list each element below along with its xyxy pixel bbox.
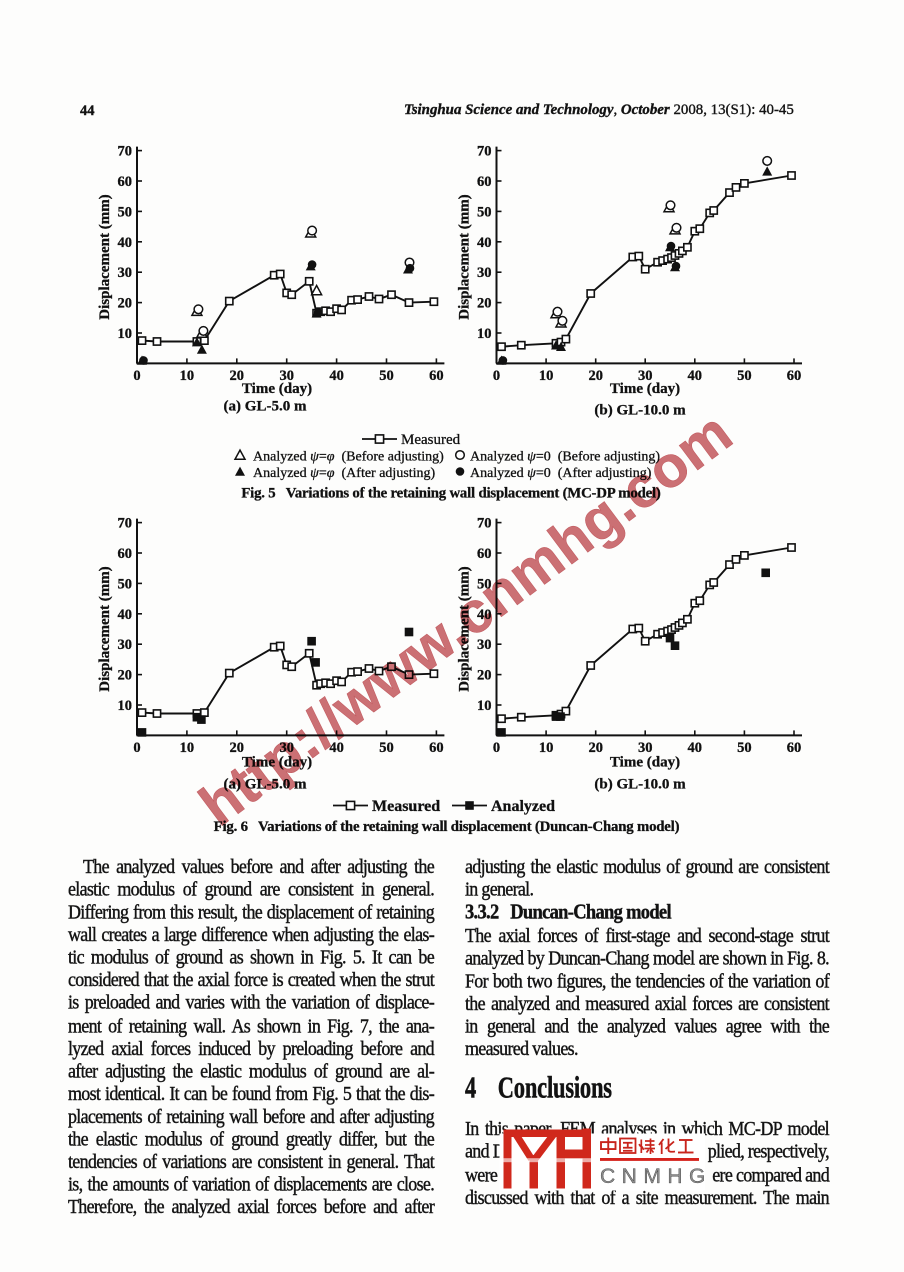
svg-text:Analyzed: Analyzed	[491, 798, 555, 815]
svg-text:Displacement (mm): Displacement (mm)	[97, 566, 113, 691]
svg-text:40: 40	[118, 235, 133, 251]
svg-text:Time (day): Time (day)	[610, 381, 680, 397]
svg-text:50: 50	[477, 204, 492, 220]
svg-text:50: 50	[477, 576, 492, 592]
svg-text:60: 60	[787, 740, 802, 756]
svg-text:(a) GL-5.0 m: (a) GL-5.0 m	[224, 398, 307, 414]
svg-text:50: 50	[737, 740, 752, 756]
svg-text:70: 70	[118, 516, 133, 532]
svg-text:Displacement (mm): Displacement (mm)	[97, 194, 113, 319]
svg-text:10: 10	[477, 698, 492, 714]
svg-text:10: 10	[118, 698, 133, 714]
svg-text:30: 30	[638, 368, 653, 384]
svg-text:30: 30	[477, 265, 492, 281]
svg-text:10: 10	[539, 740, 554, 756]
svg-text:Analyzed ψ=φ (Before adjustin: Analyzed ψ=φ (Before adjusting)	[253, 450, 444, 465]
svg-text:20: 20	[588, 368, 603, 384]
svg-text:50: 50	[379, 740, 394, 756]
svg-text:40: 40	[118, 607, 133, 623]
svg-text:50: 50	[118, 576, 133, 592]
svg-text:10: 10	[180, 368, 195, 384]
svg-text:70: 70	[118, 144, 133, 160]
svg-text:Fig. 5 Variations of the ret: Fig. 5 Variations of the retaining wall …	[241, 486, 661, 502]
svg-text:0: 0	[133, 368, 140, 384]
svg-text:Time (day): Time (day)	[242, 754, 312, 770]
svg-text:Measured: Measured	[372, 798, 440, 815]
svg-text:40: 40	[329, 368, 344, 384]
svg-text:70: 70	[477, 516, 492, 532]
svg-text:0: 0	[133, 740, 140, 756]
svg-text:(a) GL-5.0 m: (a) GL-5.0 m	[224, 776, 307, 792]
svg-text:10: 10	[539, 368, 554, 384]
svg-text:20: 20	[118, 296, 133, 312]
svg-text:70: 70	[477, 144, 492, 160]
svg-text:30: 30	[477, 637, 492, 653]
svg-text:Displacement (mm): Displacement (mm)	[457, 566, 473, 691]
svg-text:20: 20	[118, 668, 133, 684]
svg-text:Time (day): Time (day)	[242, 381, 312, 397]
svg-text:60: 60	[477, 546, 492, 562]
svg-text:(b) GL-10.0 m: (b) GL-10.0 m	[594, 776, 686, 792]
svg-text:60: 60	[118, 174, 133, 190]
svg-text:(b) GL-10.0 m: (b) GL-10.0 m	[594, 402, 686, 418]
svg-text:50: 50	[379, 368, 394, 384]
svg-text:40: 40	[688, 740, 703, 756]
svg-text:20: 20	[230, 368, 245, 384]
svg-text:20: 20	[477, 668, 492, 684]
svg-text:10: 10	[118, 326, 133, 342]
svg-text:60: 60	[787, 368, 802, 384]
svg-text:30: 30	[638, 740, 653, 756]
svg-text:40: 40	[688, 368, 703, 384]
svg-text:10: 10	[477, 326, 492, 342]
svg-text:0: 0	[493, 740, 500, 756]
svg-text:Analyzed ψ=0 (After adjusting: Analyzed ψ=0 (After adjusting)	[470, 466, 652, 481]
svg-text:CNMHG: CNMHG	[600, 1165, 712, 1188]
svg-text:50: 50	[118, 204, 133, 220]
svg-text:Analyzed ψ=φ (After adjusting: Analyzed ψ=φ (After adjusting)	[253, 466, 436, 481]
svg-text:Analyzed ψ=0 (Before adjustin: Analyzed ψ=0 (Before adjusting)	[470, 450, 660, 465]
svg-text:10: 10	[180, 740, 195, 756]
svg-text:20: 20	[230, 740, 245, 756]
svg-text:30: 30	[279, 368, 294, 384]
svg-text:Fig. 6 Variations of the ret: Fig. 6 Variations of the retaining wall …	[214, 819, 680, 835]
svg-text:20: 20	[588, 740, 603, 756]
svg-text:60: 60	[118, 546, 133, 562]
svg-text:40: 40	[329, 740, 344, 756]
svg-text:30: 30	[118, 265, 133, 281]
svg-text:50: 50	[737, 368, 752, 384]
svg-text:Time (day): Time (day)	[610, 754, 680, 770]
svg-text:30: 30	[279, 740, 294, 756]
svg-text:20: 20	[477, 296, 492, 312]
svg-text:Measured: Measured	[401, 432, 461, 448]
svg-text:60: 60	[429, 740, 444, 756]
svg-text:60: 60	[477, 174, 492, 190]
svg-text:40: 40	[477, 607, 492, 623]
svg-text:0: 0	[493, 368, 500, 384]
svg-text:Displacement (mm): Displacement (mm)	[457, 194, 473, 319]
svg-text:30: 30	[118, 637, 133, 653]
svg-text:60: 60	[429, 368, 444, 384]
svg-text:40: 40	[477, 235, 492, 251]
